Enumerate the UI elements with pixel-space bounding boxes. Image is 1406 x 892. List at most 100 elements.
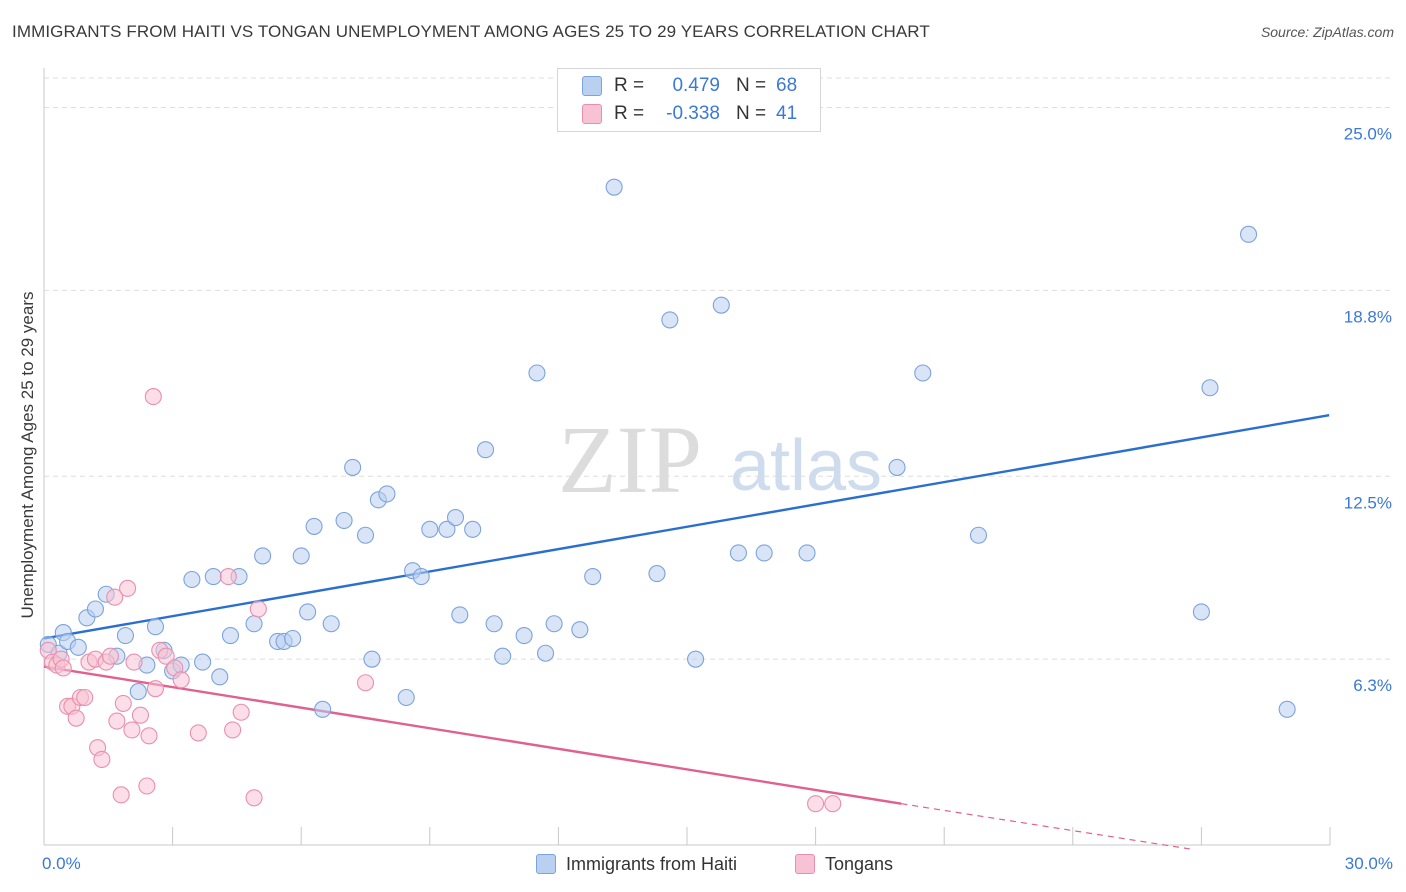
watermark-zip: ZIP [558, 406, 702, 513]
haiti-point [344, 458, 362, 476]
haiti-point [322, 615, 340, 633]
tongan-point [54, 659, 72, 677]
tongan-point [172, 671, 190, 689]
tongan-point [114, 694, 132, 712]
haiti-point [69, 638, 87, 656]
tongan-point [245, 789, 263, 807]
tongan-trend-line [43, 665, 902, 805]
tongan-point [67, 709, 85, 727]
legend-r-value: 0.479 [672, 75, 720, 96]
tongan-point [112, 786, 130, 804]
haiti-point [421, 520, 439, 538]
legend-r-label: R = [614, 75, 645, 96]
haiti-point [183, 570, 201, 589]
haiti-swatch [536, 854, 556, 874]
bottom-legend-tongans: Tongans [795, 852, 893, 876]
haiti-point [305, 517, 323, 535]
legend-n-label: N = [736, 75, 767, 96]
haiti-point [245, 615, 263, 633]
tongan-point [356, 674, 375, 692]
haiti-point [204, 567, 222, 586]
tongan-point [123, 721, 141, 739]
tongan-point [131, 706, 149, 724]
haiti-point [284, 629, 302, 648]
legend-r-label: R = [614, 103, 645, 124]
tongan-point [101, 647, 119, 665]
haiti-point [378, 485, 396, 503]
tongan-point [189, 724, 207, 742]
haiti-swatch [582, 76, 602, 96]
bottom-legend-haiti-label: Immigrants from Haiti [566, 853, 738, 874]
haiti-point [494, 647, 512, 665]
haiti-point [451, 606, 469, 624]
haiti-point [536, 644, 555, 662]
haiti-point [412, 567, 430, 586]
haiti-point [485, 615, 503, 633]
haiti-point [299, 603, 317, 621]
haiti-point [356, 526, 375, 544]
haiti-point [464, 520, 482, 538]
y-tick-label: 25.0% [1344, 125, 1392, 144]
haiti-point [755, 544, 773, 562]
haiti-point [438, 520, 456, 538]
haiti-point [729, 544, 747, 562]
scatter-points [39, 178, 1296, 813]
legend-n-label: N = [736, 103, 767, 124]
tongan-point [249, 600, 267, 618]
tongan-trend-line-extension [901, 803, 1193, 851]
tongan-point [106, 588, 124, 606]
source-label: Source: ZipAtlas.com [1260, 24, 1394, 40]
haiti-point [515, 626, 533, 645]
haiti-point [116, 626, 134, 645]
bottom-legend-haiti: Immigrants from Haiti [536, 852, 737, 876]
y-tick-label: 12.5% [1344, 493, 1392, 512]
watermark: ZIP atlas [558, 406, 882, 513]
haiti-point [1240, 225, 1258, 243]
watermark-atlas: atlas [730, 426, 882, 506]
haiti-point [888, 458, 906, 476]
tongan-point [807, 795, 825, 813]
tongans-swatch [795, 854, 815, 874]
chart-title: IMMIGRANTS FROM HAITI VS TONGAN UNEMPLOY… [12, 22, 930, 41]
haiti-point [605, 178, 623, 196]
tongan-point [824, 795, 842, 813]
tick-labels: 6.3% 12.5% 18.8% 25.0% 0.0% 30.0% [42, 125, 1393, 874]
haiti-point [571, 621, 589, 639]
haiti-point [1192, 603, 1210, 621]
haiti-point [712, 296, 730, 314]
haiti-point [584, 567, 602, 586]
bottom-legend-tongans-label: Tongans [825, 853, 894, 874]
tongan-point [119, 579, 137, 597]
haiti-point [1278, 700, 1296, 718]
tongan-point [125, 653, 143, 671]
y-tick-label: 6.3% [1353, 676, 1392, 695]
haiti-point [335, 511, 353, 530]
y-axis-label: Unemployment Among Ages 25 to 29 years [18, 291, 37, 619]
legend-n-value: 68 [776, 75, 798, 96]
y-tick-label: 18.8% [1344, 307, 1392, 326]
correlation-legend: R = 0.479 N = 68 R = -0.338 N = 41 [557, 68, 821, 132]
haiti-point [292, 547, 310, 565]
haiti-point [254, 547, 272, 565]
haiti-point [1201, 379, 1219, 397]
x-tick-label: 30.0% [1345, 854, 1393, 873]
haiti-point [221, 626, 240, 645]
haiti-point [914, 364, 932, 382]
haiti-point [194, 653, 212, 671]
x-tick-label: 0.0% [42, 854, 81, 873]
tongan-point [93, 750, 111, 769]
axes [43, 68, 1331, 846]
tongan-point [140, 727, 158, 745]
tongan-point [108, 712, 126, 730]
haiti-point [969, 526, 988, 544]
tongan-point [232, 703, 250, 721]
legend-n-value: 41 [776, 103, 798, 124]
haiti-point [211, 668, 229, 686]
haiti-point [146, 618, 165, 636]
haiti-point [129, 683, 147, 701]
haiti-point [545, 615, 563, 633]
haiti-point [648, 565, 666, 583]
tongan-point [138, 777, 156, 795]
legend-r-value: -0.338 [666, 103, 720, 124]
haiti-point [687, 650, 705, 668]
